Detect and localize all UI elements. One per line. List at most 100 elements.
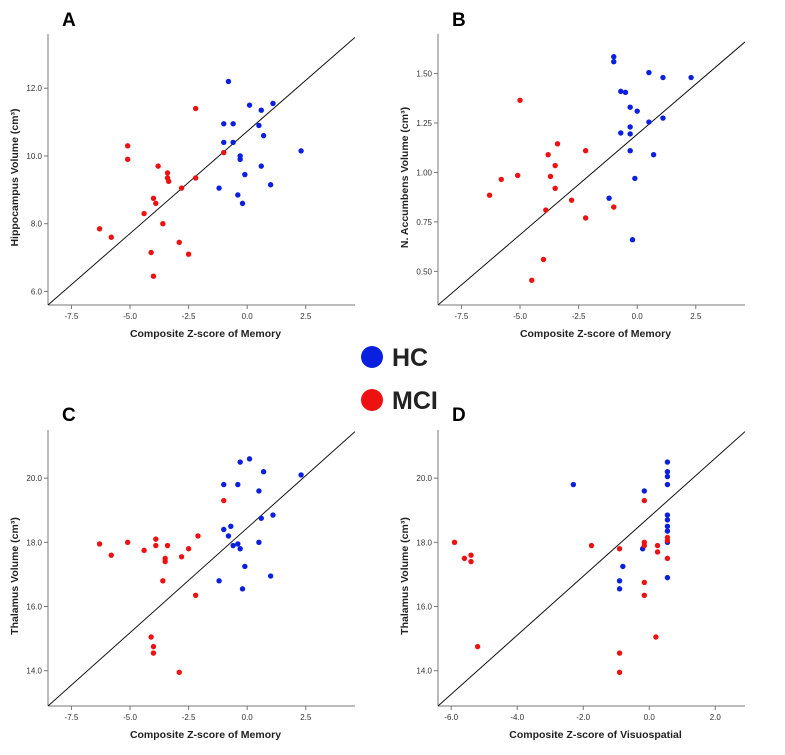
data-point-mci	[582, 148, 589, 154]
data-point-mci	[124, 156, 131, 163]
y-axis-label: Thalamus Volume (cm³)	[9, 517, 21, 635]
data-point-mci	[153, 542, 159, 549]
x-tick-label: -5.0	[513, 312, 527, 321]
data-point-mci	[192, 105, 199, 112]
data-point-hc	[225, 533, 232, 539]
data-point-mci	[148, 249, 154, 256]
data-point-mci	[124, 539, 131, 546]
x-tick-label: -7.5	[65, 312, 79, 321]
data-point-mci	[486, 192, 493, 198]
data-point-mci	[192, 175, 199, 181]
data-point-mci	[165, 178, 172, 185]
legend-label-hc: HC	[392, 344, 428, 372]
data-point-hc	[606, 195, 612, 201]
data-point-mci	[468, 558, 474, 565]
data-point-mci	[498, 176, 504, 183]
data-point-mci	[641, 592, 648, 598]
data-point-mci	[552, 185, 558, 191]
y-axis-label: Thalamus Volume (cm³)	[399, 517, 411, 635]
data-point-mci	[653, 634, 659, 640]
data-point-mci	[141, 547, 147, 554]
data-point-mci	[588, 542, 595, 549]
data-point-mci	[221, 497, 227, 504]
data-point-mci	[568, 197, 575, 203]
x-tick-label: -6.0	[444, 713, 458, 722]
data-point-mci	[148, 634, 154, 640]
data-point-hc	[620, 563, 626, 570]
data-point-mci	[451, 539, 458, 546]
data-point-mci	[664, 555, 671, 562]
data-point-hc	[235, 481, 241, 488]
y-tick-label: 20.0	[416, 474, 432, 483]
data-point-hc	[256, 539, 262, 546]
panel-letter-c: C	[62, 405, 76, 426]
data-point-hc	[260, 469, 267, 475]
data-point-mci	[616, 650, 623, 656]
x-axis-label: Composite Z-score of Memory	[520, 328, 671, 340]
data-point-mci	[552, 162, 558, 169]
data-point-hc	[298, 472, 304, 478]
data-point-hc	[242, 171, 248, 178]
data-point-hc	[688, 74, 694, 81]
data-point-hc	[664, 459, 671, 465]
y-tick-label: 6.0	[31, 287, 43, 296]
x-tick-label: 0.0	[632, 312, 644, 321]
data-point-hc	[270, 512, 276, 518]
data-point-mci	[141, 210, 147, 217]
data-point-hc	[216, 185, 222, 191]
data-point-hc	[228, 523, 234, 529]
data-point-mci	[654, 542, 661, 549]
data-point-mci	[664, 538, 671, 544]
data-point-hc	[237, 459, 243, 465]
data-point-mci	[153, 536, 159, 542]
data-point-hc	[239, 586, 246, 592]
y-tick-label: 18.0	[26, 538, 42, 547]
y-tick-label: 1.25	[416, 119, 432, 128]
data-point-mci	[517, 97, 523, 103]
data-point-hc	[627, 148, 633, 154]
data-point-hc	[258, 163, 264, 169]
data-point-mci	[461, 555, 468, 562]
data-point-hc	[298, 148, 304, 154]
scatter-panel-b: -7.5 -5.0 -2.5 0.0 2.5 0.50 0.75 1.00 1.25 1.50 Co…	[399, 34, 745, 340]
data-point-hc	[216, 578, 222, 584]
scatter-panel-a: -7.5 -5.0 -2.5 0.0 2.5 6.0 8.0 10.0 12.0 Composit…	[9, 34, 355, 340]
data-point-hc	[664, 517, 671, 523]
data-point-hc	[650, 151, 657, 158]
data-point-hc	[230, 121, 236, 127]
data-point-hc	[629, 237, 636, 243]
data-point-hc	[664, 473, 671, 480]
x-tick-label: -2.5	[182, 312, 196, 321]
data-point-hc	[230, 542, 236, 549]
panel-letter-d: D	[452, 405, 466, 426]
data-point-mci	[164, 542, 171, 549]
x-tick-label: -2.0	[576, 713, 590, 722]
data-point-mci	[185, 546, 192, 552]
data-point-hc	[235, 192, 241, 198]
data-point-hc	[664, 523, 671, 529]
data-point-mci	[176, 239, 182, 246]
data-point-mci	[150, 273, 157, 279]
data-point-hc	[235, 541, 241, 547]
x-tick-label: 2.5	[690, 312, 702, 321]
data-point-mci	[195, 533, 201, 539]
data-point-hc	[270, 100, 276, 107]
data-point-hc	[237, 546, 243, 552]
data-point-mci	[611, 204, 617, 210]
data-point-mci	[616, 546, 623, 552]
data-point-mci	[543, 207, 549, 213]
y-tick-label: 1.50	[416, 70, 432, 79]
data-point-mci	[641, 579, 648, 586]
data-point-hc	[221, 139, 227, 146]
scatter-panel-c: -7.5 -5.0 -2.5 0.0 2.5 14.0 16.0 18.0 20.0 Compos…	[9, 430, 355, 741]
data-point-hc	[627, 124, 633, 130]
data-point-mci	[96, 541, 103, 547]
data-point-mci	[178, 554, 185, 560]
x-tick-label: 2.5	[300, 713, 312, 722]
data-point-mci	[545, 151, 551, 158]
data-point-hc	[660, 115, 666, 121]
data-point-hc	[570, 481, 577, 488]
fit-line	[438, 41, 745, 305]
data-point-mci	[153, 200, 159, 207]
